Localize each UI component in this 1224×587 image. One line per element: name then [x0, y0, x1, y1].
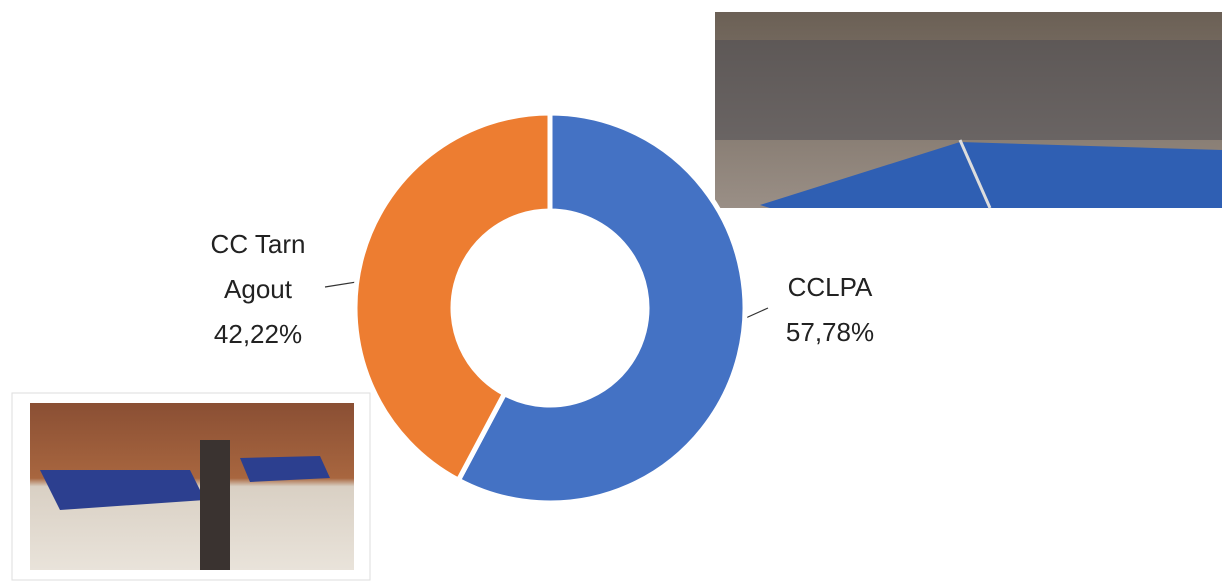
data-label: CCLPA 57,78% — [760, 265, 900, 355]
photo-group — [715, 12, 1222, 208]
value-label: 42,22% — [188, 312, 328, 357]
category-label: CCLPA — [760, 265, 900, 310]
value-label: 57,78% — [760, 310, 900, 355]
photo-group — [12, 393, 370, 580]
photo-player — [200, 440, 230, 570]
chart — [0, 0, 1224, 587]
photo-table — [240, 456, 330, 482]
photo-crowd — [715, 40, 1222, 140]
data-label: CC Tarn Agout 42,22% — [188, 222, 328, 357]
category-label: CC Tarn Agout — [188, 222, 328, 312]
page: CCLPA 57,78% CC Tarn Agout 42,22% (() =>… — [0, 0, 1224, 587]
